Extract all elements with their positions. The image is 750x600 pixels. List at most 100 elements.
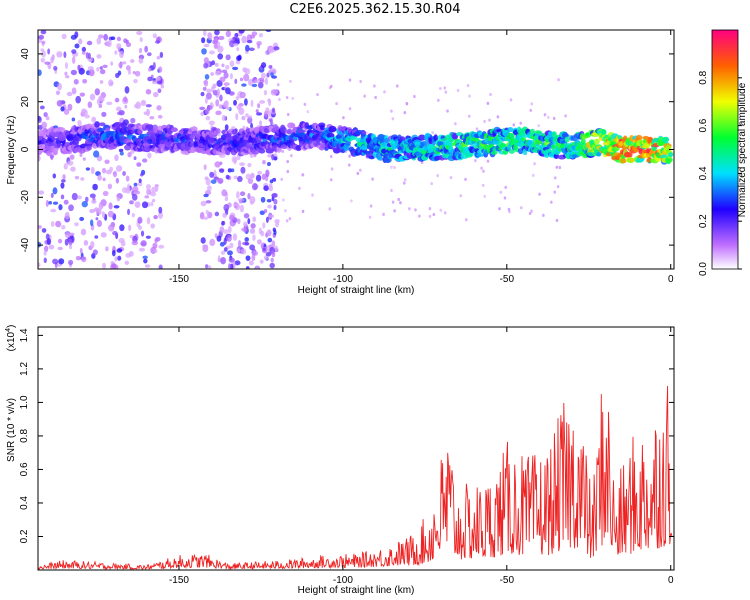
spectral-dot — [63, 163, 68, 170]
spectral-dot — [257, 103, 261, 109]
spectral-dot — [250, 122, 254, 129]
spectral-dot — [259, 210, 265, 216]
spectral-dot — [395, 84, 399, 88]
spectral-dot — [119, 224, 125, 232]
spectral-dot — [233, 175, 238, 180]
spectral-dot — [211, 85, 215, 93]
ridge-dot — [361, 130, 366, 135]
ridge-dot — [192, 126, 198, 132]
spectral-dot — [359, 168, 362, 172]
spectral-dot — [329, 178, 333, 182]
spectral-dot — [58, 204, 63, 211]
spectral-dot — [247, 178, 254, 185]
spectral-dot — [119, 50, 124, 59]
spectral-dot — [67, 103, 73, 111]
spectral-dot — [64, 231, 71, 239]
spectral-dot — [298, 186, 301, 190]
spectral-dot — [204, 97, 208, 104]
spectral-dot — [272, 192, 278, 198]
spectral-dot — [267, 204, 272, 209]
spectral-dot — [147, 67, 152, 72]
spectral-dot — [439, 208, 443, 212]
spectral-dot — [223, 237, 227, 245]
spectral-dot — [203, 30, 207, 37]
spectral-dot — [234, 260, 241, 266]
spectral-dot — [43, 250, 47, 256]
spectral-dot — [227, 225, 232, 234]
spectral-dot — [52, 258, 59, 265]
spectral-dot — [130, 117, 136, 124]
ridge-dot — [156, 129, 163, 135]
spectral-dot — [553, 176, 557, 180]
spectral-dot — [508, 210, 511, 214]
spectral-dot — [140, 230, 145, 237]
ridge-dot — [209, 137, 215, 144]
ridge-dot — [231, 129, 237, 135]
spectral-dot — [225, 30, 232, 38]
x-tick-label: -50 — [500, 575, 515, 586]
spectral-dot — [382, 212, 385, 216]
spectral-dot — [211, 60, 216, 66]
snr-x-label: Height of straight line (km) — [298, 585, 415, 596]
spectral-dot — [147, 152, 152, 159]
spectral-dot — [124, 260, 130, 265]
spectral-dot — [92, 249, 98, 256]
spectral-dot — [94, 88, 100, 96]
spectral-dot — [240, 248, 247, 255]
spectral-dot — [121, 187, 128, 194]
chart-title: C2E6.2025.362.15.30.R04 — [289, 2, 461, 17]
snr-x-axis: -150 -100 -50 0 — [169, 327, 674, 586]
spectral-dot — [203, 216, 209, 220]
spectral-dot — [50, 192, 54, 198]
spectral-dot — [127, 183, 130, 191]
spectral-dot — [258, 120, 263, 126]
spectral-dot — [238, 239, 242, 248]
spectral-dot — [263, 185, 269, 192]
spectral-dot — [258, 81, 264, 89]
spectral-dot — [280, 177, 284, 181]
ridge-dot — [319, 124, 325, 131]
spectral-dot — [316, 92, 319, 97]
spectral-dot — [45, 116, 50, 121]
spectral-dot — [268, 46, 275, 54]
snr-y-label: SNR (10 * v/v) — [6, 398, 17, 462]
spectral-dot — [253, 79, 260, 84]
spectral-dot — [117, 255, 122, 261]
spectral-dot — [219, 76, 226, 83]
spectral-dot — [138, 247, 146, 252]
spectral-dot — [205, 92, 212, 100]
spectral-dot — [218, 168, 225, 173]
spectral-dot — [243, 221, 248, 227]
spectral-dot — [226, 234, 232, 242]
spectrogram-x-label: Height of straight line (km) — [298, 285, 415, 296]
spectral-dot — [240, 166, 246, 174]
spectral-dot — [114, 256, 118, 262]
spectral-dot — [276, 83, 280, 87]
spectral-dot — [77, 195, 82, 200]
spectral-dot — [57, 82, 63, 91]
spectral-dot — [266, 161, 271, 167]
spectral-dot — [156, 105, 162, 111]
spectral-dot — [47, 48, 51, 55]
spectral-dot — [225, 87, 231, 95]
spectral-dot — [443, 86, 447, 90]
spectral-dot — [232, 66, 239, 71]
colorbar-label: Normalized spectral amplitude — [737, 82, 748, 217]
spectral-dot — [303, 102, 307, 106]
spectral-dot — [229, 72, 234, 80]
spectral-dot — [41, 50, 46, 58]
spectral-dot — [64, 71, 68, 76]
spectral-dot — [263, 208, 268, 213]
spectral-dot — [70, 69, 78, 76]
spectral-dot — [43, 257, 47, 264]
spectral-dot — [219, 94, 223, 102]
spectral-dot — [82, 78, 88, 84]
spectral-dot — [62, 174, 66, 180]
spectral-dot — [69, 154, 75, 160]
spectral-dot — [203, 57, 209, 64]
ridge-dot — [126, 129, 136, 135]
spectral-dot — [454, 122, 457, 126]
spectral-dot — [133, 182, 138, 187]
spectral-dot — [116, 43, 122, 50]
spectral-dot — [71, 117, 76, 122]
